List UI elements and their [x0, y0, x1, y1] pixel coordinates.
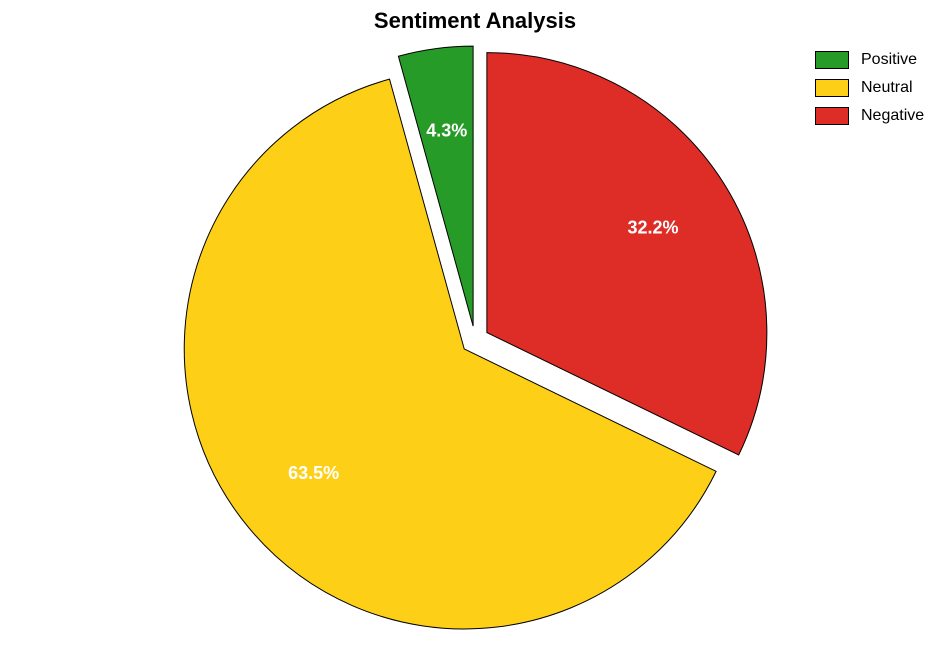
- pie-slice-label-negative: 32.2%: [627, 217, 678, 237]
- legend: Positive Neutral Negative: [815, 48, 924, 132]
- chart-container: { "chart": { "type": "pie", "title": "Se…: [0, 0, 950, 662]
- legend-item-positive: Positive: [815, 48, 924, 72]
- pie-chart: 32.2% 63.5% 4.3%: [0, 0, 950, 662]
- legend-label-positive: Positive: [861, 51, 917, 69]
- legend-item-negative: Negative: [815, 104, 924, 128]
- legend-swatch-positive: [815, 51, 849, 69]
- legend-swatch-neutral: [815, 79, 849, 97]
- legend-label-negative: Negative: [861, 107, 924, 125]
- legend-label-neutral: Neutral: [861, 79, 913, 97]
- legend-swatch-negative: [815, 107, 849, 125]
- pie-slice-label-positive: 4.3%: [426, 121, 467, 141]
- pie-slice-label-neutral: 63.5%: [288, 463, 339, 483]
- legend-item-neutral: Neutral: [815, 76, 924, 100]
